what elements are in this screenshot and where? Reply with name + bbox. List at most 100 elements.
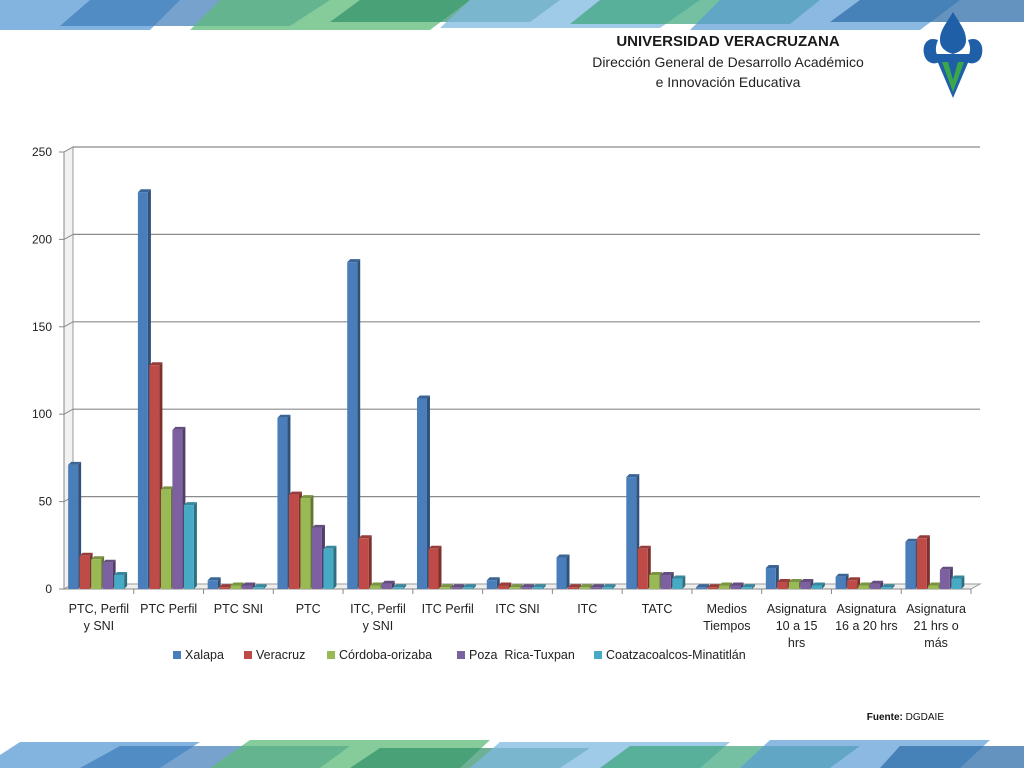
bar-0-1 bbox=[79, 555, 90, 589]
bar-4-4 bbox=[393, 587, 404, 589]
y-tick-label: 0 bbox=[45, 582, 52, 596]
bar-side bbox=[740, 582, 744, 589]
x-tick-label: 10 a 15 bbox=[776, 619, 818, 633]
bar-top bbox=[905, 538, 919, 542]
bar-side bbox=[438, 545, 442, 589]
x-tick-label: más bbox=[924, 636, 948, 650]
bar-side bbox=[217, 577, 221, 589]
bar-side bbox=[589, 584, 593, 589]
bar-top bbox=[800, 579, 814, 583]
gridline-depth bbox=[63, 408, 74, 415]
bar-top bbox=[79, 552, 93, 556]
bar-10-1 bbox=[777, 582, 788, 589]
x-tick-label: ITC, Perfil bbox=[350, 602, 406, 616]
x-tick-label: y SNI bbox=[363, 619, 394, 633]
legend-label: Córdoba-orizaba bbox=[339, 648, 432, 662]
bar-top bbox=[288, 491, 302, 495]
bar-top bbox=[951, 575, 965, 579]
x-tick-label: PTC SNI bbox=[214, 602, 263, 616]
gridline-depth bbox=[63, 321, 74, 328]
bar-9-4 bbox=[742, 587, 753, 589]
bar-0-4 bbox=[114, 575, 125, 589]
bar-10-4 bbox=[811, 585, 822, 589]
x-tick-label: Tiempos bbox=[703, 619, 750, 633]
bar-5-4 bbox=[462, 587, 473, 589]
bar-top bbox=[462, 584, 476, 588]
bar-1-3 bbox=[172, 429, 183, 589]
bar-side bbox=[706, 584, 710, 589]
header: UNIVERSIDAD VERACRUZANA Dirección Genera… bbox=[578, 32, 878, 92]
bar-8-1 bbox=[637, 548, 648, 589]
bar-0-3 bbox=[102, 562, 113, 589]
bar-top bbox=[277, 414, 291, 418]
gridline-depth bbox=[63, 146, 74, 153]
bar-side bbox=[124, 572, 128, 589]
bar-10-0 bbox=[765, 568, 776, 589]
bar-top bbox=[847, 577, 861, 581]
bar-side bbox=[891, 584, 895, 589]
bar-side bbox=[357, 259, 361, 589]
x-tick-label: PTC, Perfil bbox=[69, 602, 129, 616]
bar-9-0 bbox=[696, 587, 707, 589]
bar-side bbox=[821, 582, 825, 589]
bar-top bbox=[870, 580, 884, 584]
bar-1-1 bbox=[149, 365, 160, 589]
bar-side bbox=[601, 584, 605, 589]
bar-7-2 bbox=[579, 587, 590, 589]
bar-12-1 bbox=[916, 538, 927, 589]
bar-11-2 bbox=[858, 585, 869, 589]
bar-top bbox=[102, 559, 116, 563]
bar-6-0 bbox=[486, 580, 497, 589]
bar-side bbox=[578, 584, 582, 589]
legend-label: Poza Rica-Tuxpan bbox=[469, 648, 575, 662]
bar-12-4 bbox=[951, 578, 962, 589]
legend-swatch bbox=[173, 651, 181, 659]
bar-side bbox=[461, 584, 465, 589]
bar-2-4 bbox=[253, 587, 264, 589]
bar-side bbox=[752, 584, 756, 589]
bar-5-3 bbox=[451, 587, 462, 589]
bar-top bbox=[172, 426, 186, 430]
legend-label: Veracruz bbox=[256, 648, 305, 662]
bar-top bbox=[370, 582, 384, 586]
bar-9-3 bbox=[730, 585, 741, 589]
bar-2-1 bbox=[219, 587, 230, 589]
bar-12-0 bbox=[905, 541, 916, 589]
decorative-top-band bbox=[0, 0, 1024, 34]
bar-side bbox=[926, 535, 930, 589]
bar-top bbox=[311, 524, 325, 528]
bar-side bbox=[880, 580, 884, 589]
bar-12-3 bbox=[939, 569, 950, 589]
x-tick-label: Asignatura bbox=[767, 602, 827, 616]
bar-top bbox=[451, 584, 465, 588]
gridline-depth bbox=[63, 233, 74, 240]
bar-top bbox=[323, 545, 337, 549]
bar-1-0 bbox=[137, 192, 148, 590]
bar-3-3 bbox=[311, 527, 322, 589]
bar-8-4 bbox=[672, 578, 683, 589]
y-tick-label: 250 bbox=[32, 145, 52, 159]
bar-top bbox=[68, 461, 82, 465]
bar-12-2 bbox=[928, 585, 939, 589]
bar-6-1 bbox=[498, 585, 509, 589]
bar-side bbox=[263, 584, 267, 589]
bar-11-3 bbox=[870, 583, 881, 589]
bar-4-0 bbox=[347, 262, 358, 589]
bar-7-1 bbox=[568, 587, 579, 589]
bar-4-2 bbox=[370, 585, 381, 589]
bar-side bbox=[403, 584, 407, 589]
bar-top bbox=[707, 584, 721, 588]
bar-top bbox=[393, 584, 407, 588]
bar-top bbox=[777, 579, 791, 583]
bar-top bbox=[696, 584, 710, 588]
bar-top bbox=[416, 395, 430, 399]
bar-top bbox=[207, 577, 221, 581]
bar-top bbox=[521, 584, 535, 588]
bar-top bbox=[137, 189, 151, 193]
x-tick-label: PTC Perfil bbox=[140, 602, 197, 616]
bar-top bbox=[765, 565, 779, 569]
x-tick-label: 21 hrs o bbox=[914, 619, 959, 633]
x-tick-label: Asignatura bbox=[906, 602, 966, 616]
bar-side bbox=[449, 584, 453, 589]
